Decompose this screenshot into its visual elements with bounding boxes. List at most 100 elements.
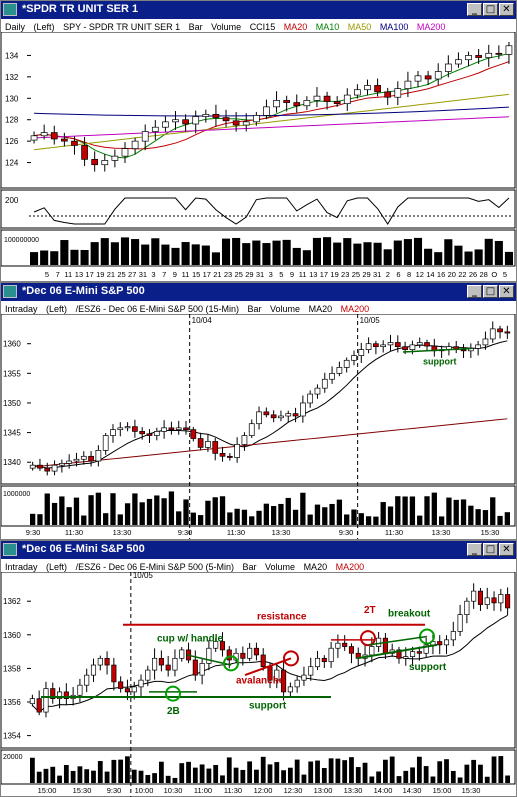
volume-bar bbox=[474, 249, 483, 265]
maximize-button[interactable]: □ bbox=[483, 543, 498, 556]
volume-bar bbox=[376, 771, 382, 783]
volume-bar bbox=[403, 239, 412, 265]
candle-body bbox=[484, 597, 490, 605]
x-tick-label: 25 bbox=[117, 270, 125, 279]
close-button[interactable]: ✕ bbox=[499, 3, 514, 16]
volume-bar bbox=[504, 512, 510, 525]
info-item: MA200 bbox=[335, 562, 365, 572]
maximize-button[interactable]: □ bbox=[483, 285, 498, 298]
x-tick-label: 15:30 bbox=[481, 528, 500, 537]
volume-bar bbox=[226, 757, 232, 783]
date-marker-label: 10/04 bbox=[192, 316, 213, 325]
window-app-icon bbox=[3, 543, 17, 556]
volume-bar bbox=[103, 513, 109, 525]
candle-body bbox=[226, 455, 233, 458]
info-item: (Left) bbox=[33, 22, 55, 32]
minimize-button[interactable]: _ bbox=[467, 3, 482, 16]
window-titlebar[interactable]: *SPDR TR UNIT SER 1 _ □ ✕ bbox=[1, 1, 516, 19]
candle-body bbox=[285, 413, 292, 417]
candle-body bbox=[491, 597, 497, 604]
y-tick-label: 124 bbox=[5, 159, 19, 168]
volume-bar bbox=[30, 513, 36, 525]
volume-bar bbox=[80, 249, 89, 265]
volume-bar bbox=[328, 758, 334, 783]
volume-bar bbox=[437, 761, 443, 783]
volume-bar bbox=[256, 510, 262, 525]
candle-body bbox=[404, 80, 412, 89]
candle-body bbox=[287, 686, 293, 693]
x-tick-label: 17 bbox=[320, 270, 328, 279]
chart-window-spy[interactable]: *SPDR TR UNIT SER 1 _ □ ✕ Daily (Left) S… bbox=[0, 0, 517, 282]
info-item: Daily bbox=[5, 22, 26, 32]
intraday-15min-chart[interactable]: 1340 1345 1350 1355 1360 10/04 10/05 support 100… bbox=[1, 314, 516, 540]
cup-handle-label: cup w/ handle bbox=[157, 634, 224, 645]
minimize-button[interactable]: _ bbox=[467, 285, 482, 298]
volume-bar bbox=[282, 239, 291, 265]
candle-body bbox=[44, 467, 51, 472]
info-item: Volume bbox=[270, 304, 301, 314]
volume-bar bbox=[211, 252, 220, 265]
volume-bar bbox=[154, 495, 160, 525]
candle-body bbox=[43, 688, 49, 713]
candle-body bbox=[253, 647, 259, 656]
candle-body bbox=[497, 328, 503, 333]
volume-bar bbox=[278, 503, 284, 525]
candle-body bbox=[73, 458, 80, 462]
candle-body bbox=[183, 427, 189, 430]
candle-body bbox=[102, 435, 109, 451]
x-tick-label: 5 bbox=[279, 270, 283, 279]
candle-body bbox=[323, 95, 331, 102]
volume-bar bbox=[30, 252, 39, 265]
candle-body bbox=[495, 52, 503, 55]
volume-bar bbox=[172, 777, 178, 783]
volume-bar bbox=[212, 497, 218, 525]
date-marker-label: 10/05 bbox=[360, 316, 381, 325]
intraday-5min-chart[interactable]: 1354 1356 1358 1360 1362 10/05 resistance cup w… bbox=[1, 572, 516, 797]
x-tick-label: 15:30 bbox=[73, 786, 92, 795]
close-button[interactable]: ✕ bbox=[499, 543, 514, 556]
candle-body bbox=[66, 460, 73, 464]
candle-body bbox=[252, 115, 260, 123]
volume-bar bbox=[424, 248, 433, 265]
volume-bar bbox=[263, 503, 269, 525]
minimize-button[interactable]: _ bbox=[467, 543, 482, 556]
volume-bar bbox=[51, 502, 58, 525]
candle-body bbox=[179, 649, 185, 659]
x-tick-label: 13:30 bbox=[344, 786, 363, 795]
candle-body bbox=[303, 100, 311, 107]
window-titlebar[interactable]: *Dec 06 E-Mini S&P 500 _ □ ✕ bbox=[1, 283, 516, 301]
y-tick-label: 1340 bbox=[3, 458, 21, 467]
chart-window-es-15min[interactable]: *Dec 06 E-Mini S&P 500 _ □ ✕ Intraday (L… bbox=[0, 282, 517, 540]
support-line-upper bbox=[356, 643, 438, 660]
candle-body bbox=[382, 637, 388, 654]
window-titlebar[interactable]: *Dec 06 E-Mini S&P 500 _ □ ✕ bbox=[1, 541, 516, 559]
volume-bar bbox=[315, 760, 320, 783]
candle-body bbox=[197, 438, 204, 448]
maximize-button[interactable]: □ bbox=[483, 3, 498, 16]
volume-bar bbox=[100, 238, 109, 265]
candle-body bbox=[394, 342, 401, 348]
volume-bar bbox=[168, 491, 175, 525]
volume-bar bbox=[365, 516, 372, 525]
candle-body bbox=[84, 674, 90, 686]
volume-bar bbox=[234, 508, 240, 525]
volume-label: 20000 bbox=[3, 754, 23, 761]
volume-bar bbox=[490, 497, 496, 525]
candle-body bbox=[141, 131, 149, 142]
candle-body bbox=[111, 664, 117, 683]
candle-body bbox=[40, 132, 48, 137]
candle-body bbox=[91, 159, 99, 166]
volume-bar bbox=[301, 774, 307, 783]
candle-body bbox=[146, 433, 153, 436]
volume-panel-frame bbox=[1, 749, 516, 785]
candle-body bbox=[97, 657, 103, 666]
volume-bar bbox=[494, 240, 503, 265]
close-button[interactable]: ✕ bbox=[499, 285, 514, 298]
candle-body bbox=[455, 59, 462, 65]
volume-bar bbox=[383, 759, 388, 783]
candle-body bbox=[263, 106, 270, 116]
chart-window-es-5min[interactable]: *Dec 06 E-Mini S&P 500 _ □ ✕ Intraday (L… bbox=[0, 540, 517, 797]
candle-body bbox=[314, 387, 321, 395]
x-tick-label: 9 bbox=[290, 270, 294, 279]
